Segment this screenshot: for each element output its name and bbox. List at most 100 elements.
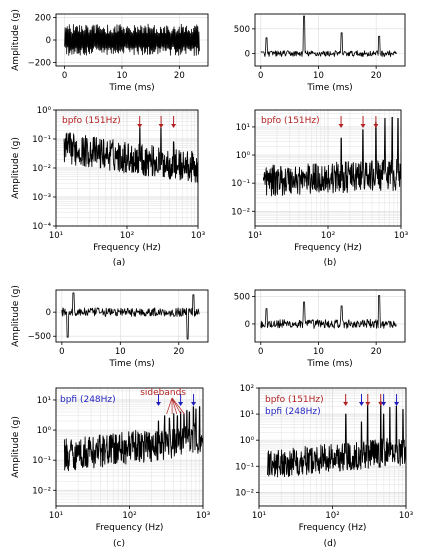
y-tick-label: 10⁻² — [235, 488, 254, 498]
y-axis-label: Amplitude (g) — [11, 416, 21, 478]
x-tick-label: 20 — [371, 71, 382, 81]
annotation-label: bpfi (248Hz) — [265, 407, 321, 417]
x-tick-label: 0 — [258, 71, 263, 81]
caption-a: (a) — [113, 258, 126, 268]
peak-arrowhead — [191, 402, 197, 406]
peak-arrowhead — [394, 402, 400, 406]
y-tick-label: 500 — [234, 293, 250, 303]
peak-arrowhead — [343, 402, 349, 406]
chart-d-spec: 10¹ 10² 10³ 10⁻² 10⁻¹ 10⁰ 10¹ 10² Frequency (Hz)… — [235, 384, 413, 533]
y-tick-label: 10⁻¹ — [32, 456, 51, 466]
annotation-label: bpfi (248Hz) — [60, 395, 116, 405]
peak-arrowhead — [158, 124, 164, 128]
y-tick-label: 500 — [234, 25, 250, 35]
x-tick-label: 10 — [313, 347, 324, 357]
sideband-pointer — [166, 397, 173, 415]
peak-arrowhead — [381, 402, 387, 406]
x-axis-label: Frequency (Hz) — [93, 243, 161, 253]
series-line — [266, 401, 407, 478]
peak-arrowhead — [358, 402, 364, 406]
x-tick-label: 10² — [120, 231, 134, 241]
series-line — [262, 116, 402, 197]
x-axis-label: Frequency (Hz) — [294, 243, 362, 253]
x-tick-label: 10¹ — [49, 511, 63, 521]
x-tick-label: 10³ — [399, 511, 413, 521]
y-tick-label: 10⁻¹ — [231, 179, 250, 189]
x-axis-label: Time (ms) — [306, 83, 352, 93]
y-tick-label: 10⁻⁴ — [32, 222, 51, 232]
sideband-pointer — [171, 397, 185, 415]
y-tick-label: 10⁻¹ — [32, 135, 51, 145]
annotation-label: bpfo (151Hz) — [265, 395, 324, 405]
grid-d-time — [255, 290, 405, 342]
plot-frame — [254, 13, 406, 67]
x-tick-label: 10¹ — [248, 231, 262, 241]
y-tick-label: 0 — [245, 50, 250, 60]
caption-d: (d) — [324, 539, 337, 549]
y-tick-label: 0 — [245, 320, 250, 330]
peak-arrowhead — [171, 124, 177, 128]
x-tick-label: 0 — [258, 347, 263, 357]
x-tick-label: 10³ — [191, 231, 205, 241]
y-tick-label: 10⁻² — [32, 486, 51, 496]
series-line — [260, 295, 397, 329]
annotation-label: bpfo (151Hz) — [62, 116, 121, 126]
caption-b: (b) — [324, 258, 337, 268]
peak-arrowhead — [137, 124, 143, 128]
series-line — [64, 23, 200, 56]
y-tick-label: 10⁻¹ — [235, 462, 254, 472]
y-tick-label: 10⁰ — [37, 426, 52, 436]
y-tick-label: 10⁻² — [231, 207, 250, 217]
y-tick-label: 10⁰ — [236, 151, 251, 161]
x-tick-label: 10² — [122, 511, 136, 521]
annotation-label: sidebands — [140, 388, 186, 398]
grid-b-time — [255, 14, 405, 66]
series-line — [260, 15, 397, 57]
chart-a-spec: 10¹ 10² 10³ 10⁻⁴ 10⁻³ 10⁻² 10⁻¹ 10⁰ Frequency (H… — [11, 106, 205, 253]
x-tick-label: 10³ — [394, 231, 408, 241]
y-tick-label: 10² — [240, 384, 254, 394]
x-tick-label: 20 — [174, 71, 185, 81]
chart-b-spec: 10¹ 10² 10³ 10⁻² 10⁻¹ 10⁰ 10¹ Frequency (Hz) bpf… — [231, 109, 408, 253]
caption-c: (c) — [113, 539, 125, 549]
y-axis-label: Amplitude (g) — [11, 9, 21, 71]
y-tick-label: 0 — [46, 36, 51, 46]
x-tick-label: 10¹ — [252, 511, 266, 521]
x-tick-label: 0 — [59, 347, 64, 357]
plot-frame — [55, 289, 209, 343]
peak-arrowhead — [338, 124, 344, 128]
y-tick-label: 10¹ — [240, 410, 254, 420]
x-tick-label: 20 — [371, 347, 382, 357]
x-tick-label: 20 — [173, 347, 184, 357]
x-axis-label: Time (ms) — [306, 359, 352, 369]
x-tick-label: 10³ — [196, 511, 210, 521]
peak-arrowhead — [365, 402, 371, 406]
series-line — [61, 292, 200, 340]
x-tick-label: 10 — [313, 71, 324, 81]
x-tick-label: 10² — [325, 511, 339, 521]
y-axis-label: Amplitude (g) — [11, 285, 21, 347]
x-axis-label: Frequency (Hz) — [299, 523, 367, 533]
y-tick-label: 10⁻³ — [32, 193, 51, 203]
x-tick-label: 10 — [115, 347, 126, 357]
y-tick-label: 0 — [46, 308, 51, 318]
chart-c-time: 0 10 20 −500 0 Time (ms) Amplitude (g) — [11, 285, 209, 369]
peak-arrowhead — [178, 402, 184, 406]
y-tick-label: 10⁻² — [32, 164, 51, 174]
y-axis-label: Amplitude (g) — [11, 137, 21, 199]
y-tick-label: 10⁰ — [240, 436, 255, 446]
y-tick-label: 10⁰ — [37, 106, 52, 116]
x-tick-label: 10¹ — [49, 231, 63, 241]
y-tick-label: −500 — [28, 332, 51, 342]
x-axis-label: Time (ms) — [108, 83, 154, 93]
x-axis-label: Frequency (Hz) — [96, 523, 164, 533]
chart-a-time: 0 10 20 −200 0 200 Time (ms) Amplitude (g) — [11, 9, 209, 93]
sideband-pointer — [171, 397, 182, 415]
peak-arrowhead — [360, 124, 366, 128]
y-tick-label: 10¹ — [37, 396, 51, 406]
x-tick-label: 10 — [117, 71, 128, 81]
x-axis-label: Time (ms) — [108, 359, 154, 369]
x-tick-label: 0 — [62, 71, 67, 81]
peak-arrowhead — [155, 402, 161, 406]
